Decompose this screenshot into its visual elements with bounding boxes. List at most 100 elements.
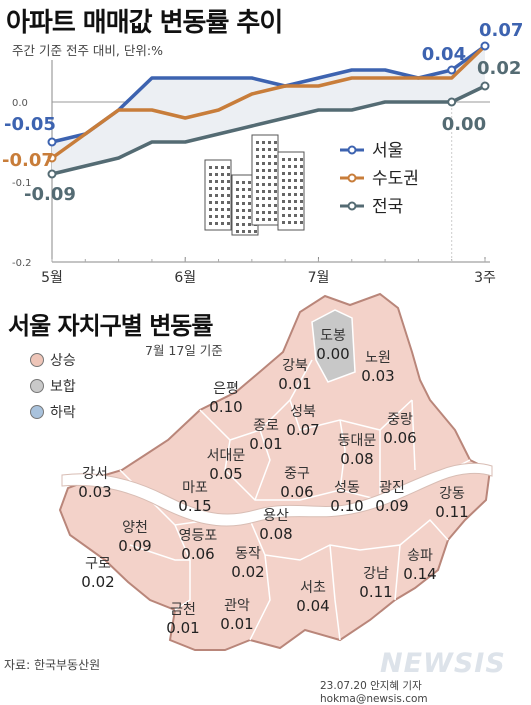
source-note: 자료: 한국부동산원 [4,658,101,672]
building-window [227,215,230,218]
building-window [215,222,218,225]
building-window [268,204,271,207]
building-window [262,204,265,207]
building-window [256,155,259,158]
district-10: 강서0.03 [78,466,111,501]
district-6: 중랑0.06 [383,412,416,447]
series-line [50,44,487,160]
district-name: 성동 [334,480,360,496]
building-window [288,179,291,182]
building-window [288,186,291,189]
building-window [227,166,230,169]
building-window [274,155,277,158]
district-value: 0.02 [231,563,264,581]
building-window [221,194,224,197]
building-window [294,207,297,210]
building-window [242,181,245,184]
district-value: 0.00 [316,345,349,363]
district-name: 도봉 [320,328,346,344]
building-window [221,173,224,176]
district-23: 금천0.01 [166,602,199,637]
data-label: -0.07 [2,150,54,171]
building-window [242,188,245,191]
building-window [288,193,291,196]
building-window [294,172,297,175]
fall-swatch-icon [30,405,44,419]
district-value: 0.01 [278,375,311,393]
building-window [215,194,218,197]
building-window [256,148,259,151]
data-point [480,81,490,91]
district-name: 강북 [282,358,308,374]
building-window [274,183,277,186]
building-window [288,214,291,217]
building-window [256,197,259,200]
building-window [282,186,285,189]
building-window [300,158,303,161]
building-window [288,200,291,203]
building-window [256,176,259,179]
building-window [274,162,277,165]
han-river [61,462,493,527]
district-name: 서대문 [207,448,246,464]
building-window [221,187,224,190]
district-value: 0.03 [361,367,394,385]
building-window [268,190,271,193]
building-window [294,193,297,196]
map-legend-fall: 하락 [30,402,76,422]
building-window [221,208,224,211]
district-value: 0.10 [209,398,242,416]
building-window [288,158,291,161]
district-4: 성북0.07 [286,404,319,439]
district-value: 0.11 [435,503,468,521]
x-tick-label: 3주 [474,270,496,286]
data-label: 0.04 [422,44,466,65]
building-window [215,208,218,211]
building-window [300,165,303,168]
district-21: 송파0.14 [403,548,436,583]
district-19: 구로0.02 [81,556,114,591]
series-1-points: -0.07 [2,150,57,171]
building-window [227,222,230,225]
data-point [480,41,490,51]
building-window [221,201,224,204]
district-border [411,399,416,471]
district-name: 마포 [182,480,208,496]
building-window [294,179,297,182]
building-window [262,141,265,144]
building-window [262,169,265,172]
building-window [227,180,230,183]
building-window [242,195,245,198]
line-chart: 0.0-0.1-0.25월 6월 7월 3주-0.050.040.07-0.07-0.… [2,20,523,286]
x-tick-label: 5월 [41,270,63,286]
district-value: 0.11 [359,583,392,601]
district-18: 동작0.02 [231,546,264,581]
building-window [274,190,277,193]
building-window [300,221,303,224]
district-name: 성북 [290,404,316,420]
district-name: 양천 [122,520,148,536]
district-border [249,554,271,641]
building-window [300,179,303,182]
building-window [221,215,224,218]
district-value: 0.14 [403,565,436,583]
y-tick-label: 0.0 [12,98,28,109]
data-point [47,153,57,163]
map-legend-flat-label: 보합 [50,379,76,395]
legend-marker [347,145,357,155]
building-window [227,187,230,190]
data-point [447,65,457,75]
district-name: 노원 [365,350,391,366]
building-window [268,176,271,179]
district-name: 용산 [263,508,289,524]
map-legend-rise: 상승 [30,350,76,370]
chart-title: 아파트 매매값 변동률 추이 [6,8,283,38]
district-name: 중구 [284,466,310,482]
building-window [268,141,271,144]
building-window [268,218,271,221]
flat-swatch-icon [30,379,44,393]
building-window [262,162,265,165]
legend-label: 수도권 [372,169,419,189]
